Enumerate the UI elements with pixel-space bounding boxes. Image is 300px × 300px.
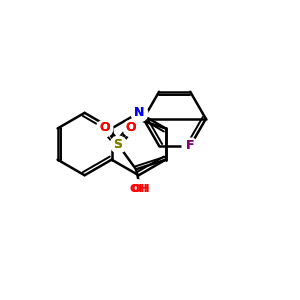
Text: S: S xyxy=(113,138,122,151)
Text: O: O xyxy=(126,121,136,134)
Text: O: O xyxy=(99,121,110,134)
Text: N: N xyxy=(134,106,144,119)
Text: N: N xyxy=(134,106,144,119)
Text: S: S xyxy=(113,138,122,151)
Text: OH: OH xyxy=(131,184,150,194)
Text: OH: OH xyxy=(130,184,148,194)
Text: F: F xyxy=(186,139,194,152)
Text: O: O xyxy=(99,121,110,134)
Text: F: F xyxy=(186,139,194,152)
Text: O: O xyxy=(126,121,136,134)
